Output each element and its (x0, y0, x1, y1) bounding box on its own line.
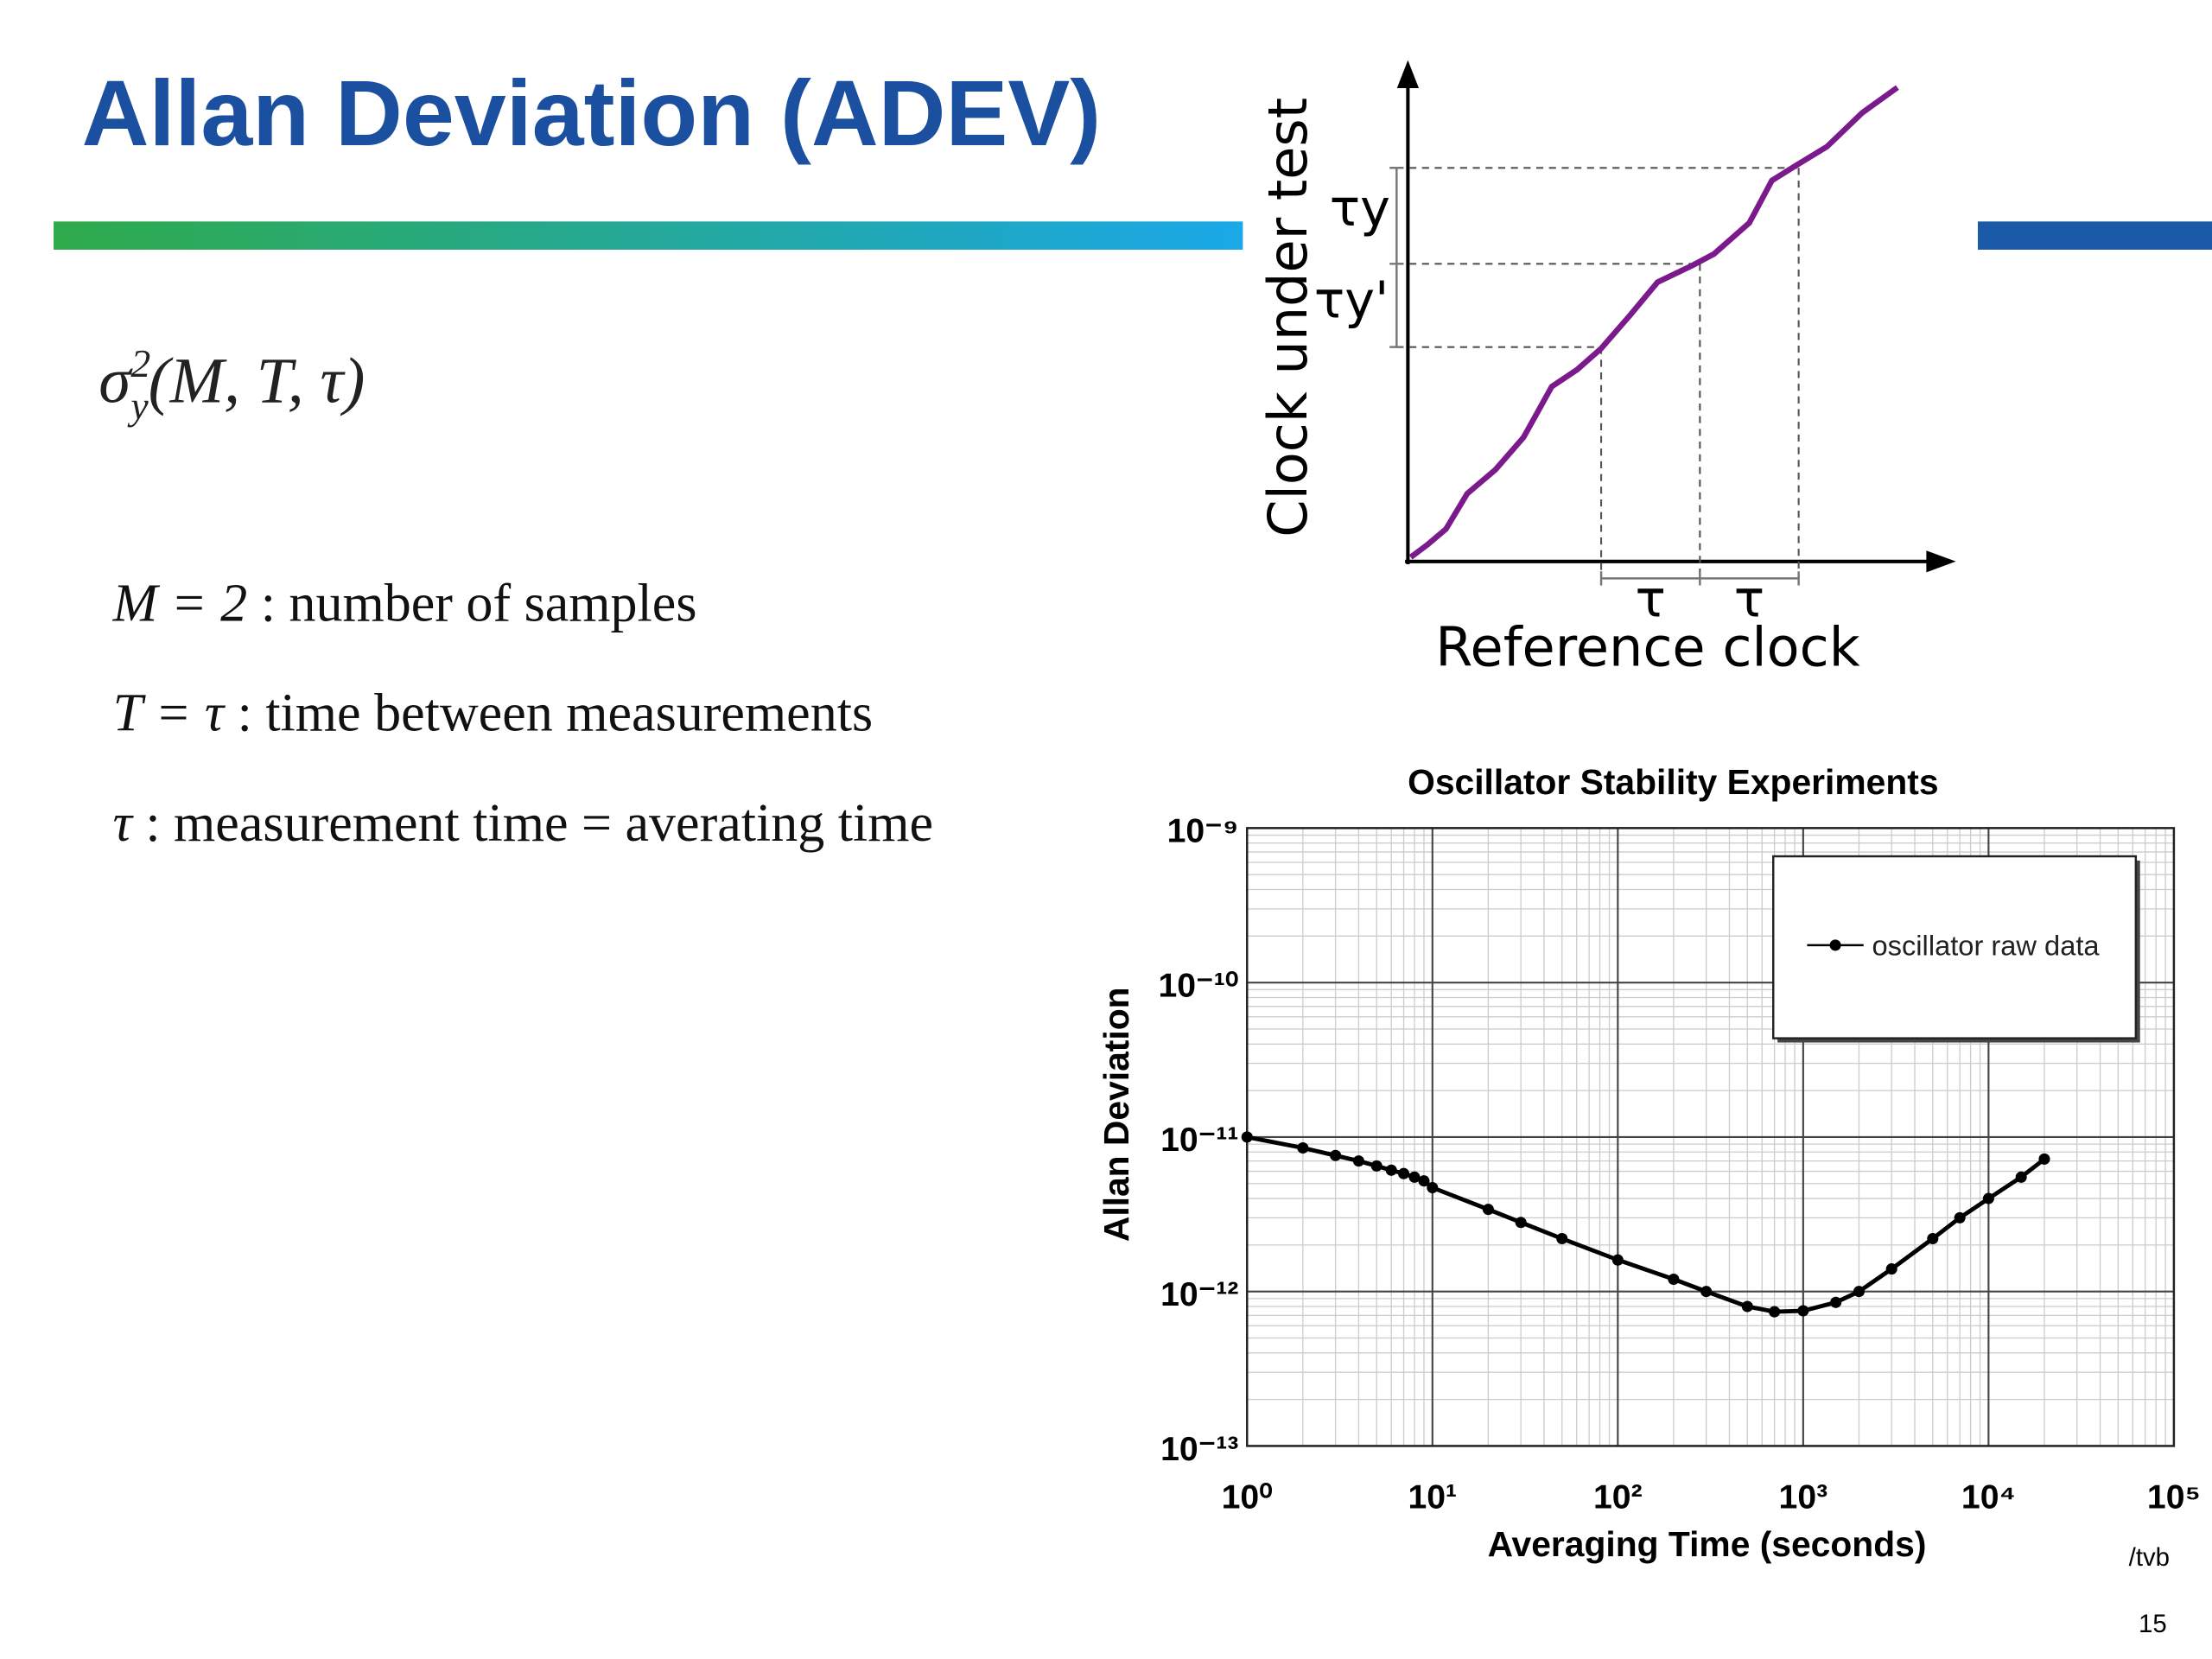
data-point (1556, 1232, 1568, 1245)
formula-args: (M, T, τ) (149, 345, 365, 416)
definitions: M = 2 : number of samples T = τ : time b… (112, 574, 933, 853)
definition: M = 2 : number of samples (112, 574, 697, 632)
data-point (1611, 1254, 1624, 1266)
data-point (1700, 1286, 1713, 1298)
page-number: 15 (2139, 1610, 2167, 1638)
definition-text: : measurement time = averating time (132, 794, 933, 853)
data-point (2038, 1153, 2050, 1165)
title-bar-right (1977, 221, 2212, 250)
data-point (1885, 1263, 1897, 1275)
data-point (1982, 1192, 1994, 1205)
y-tick-label: 10⁻¹¹ (1160, 1122, 1238, 1159)
data-point (1352, 1155, 1364, 1167)
formula-sub: y (127, 384, 149, 428)
clock-curve (1408, 85, 1899, 560)
chart-title: Oscillator Stability Experiments (1408, 762, 1938, 802)
y-tick-label: 10⁻¹² (1160, 1276, 1238, 1313)
clock-diagram (1389, 60, 1956, 586)
definition: T = τ : time between measurements (113, 684, 873, 743)
interval-label: τy' (1314, 270, 1389, 329)
data-point (1385, 1164, 1397, 1176)
interval-label: τy (1330, 178, 1390, 238)
y-axis-label: Allan Deviation (1096, 987, 1136, 1242)
interval-label: τ (1636, 569, 1666, 628)
x-tick-label: 10⁵ (2147, 1478, 2201, 1516)
legend-label: oscillator raw data (1872, 929, 2101, 961)
y-tick-label: 10⁻⁹ (1167, 813, 1239, 850)
y-tick-label: 10⁻¹⁰ (1158, 967, 1238, 1004)
interval-label: τ (1734, 569, 1764, 628)
definition-text: : time between measurements (224, 684, 873, 743)
data-point (1408, 1171, 1421, 1183)
data-point (1668, 1274, 1680, 1286)
data-point (1769, 1306, 1781, 1318)
arrow (1396, 60, 1420, 89)
legend-marker (1829, 939, 1841, 951)
data-point (2015, 1171, 2027, 1183)
data-point (1741, 1300, 1753, 1313)
slide-title: Allan Deviation (ADEV) (82, 60, 1101, 165)
x-tick-label: 10² (1593, 1478, 1643, 1516)
diagram-x-label: Reference clock (1435, 616, 1859, 679)
x-tick-label: 10³ (1779, 1478, 1828, 1516)
data-point (1398, 1167, 1410, 1179)
data-point (1927, 1232, 1939, 1245)
term: T = τ (113, 684, 226, 743)
data-point (1330, 1149, 1342, 1161)
definition-text: : number of samples (247, 574, 696, 632)
y-tick-label: 10⁻¹³ (1160, 1431, 1238, 1468)
x-tick-label: 10⁰ (1222, 1478, 1273, 1516)
formula-symbol: σ (99, 345, 133, 416)
data-point (1515, 1217, 1527, 1229)
x-tick-label: 10⁴ (1961, 1478, 2016, 1516)
diagram-y-label: Clock under test (1256, 98, 1319, 537)
credit: /tvb (2129, 1543, 2170, 1572)
data-point (1418, 1175, 1430, 1187)
x-tick-label: 10¹ (1408, 1478, 1457, 1516)
term: τ (113, 794, 135, 853)
diagram-labels: τy τy' τ τ Reference clock Clock under t… (1256, 98, 1860, 679)
data-point (1830, 1296, 1842, 1308)
data-point (1797, 1305, 1809, 1317)
brackets (1389, 167, 1800, 586)
definition: τ : measurement time = averating time (113, 794, 933, 853)
data-point (1370, 1160, 1382, 1172)
adev-chart: Oscillator Stability Experiments Averagi… (1096, 762, 2201, 1564)
data-point (1954, 1211, 1966, 1224)
data-point (1427, 1182, 1439, 1194)
data-point (1482, 1204, 1494, 1216)
data-point (1853, 1286, 1865, 1298)
data-point (1297, 1142, 1309, 1154)
title-bar (54, 221, 1243, 250)
term: M = 2 (112, 574, 248, 632)
guides (1396, 167, 1800, 579)
x-axis-label: Averaging Time (seconds) (1488, 1524, 1927, 1564)
data-point (1241, 1131, 1253, 1143)
arrow (1926, 550, 1956, 573)
formula: σ2 y(M, T, τ) (99, 341, 365, 428)
formula-sup: 2 (130, 341, 150, 385)
